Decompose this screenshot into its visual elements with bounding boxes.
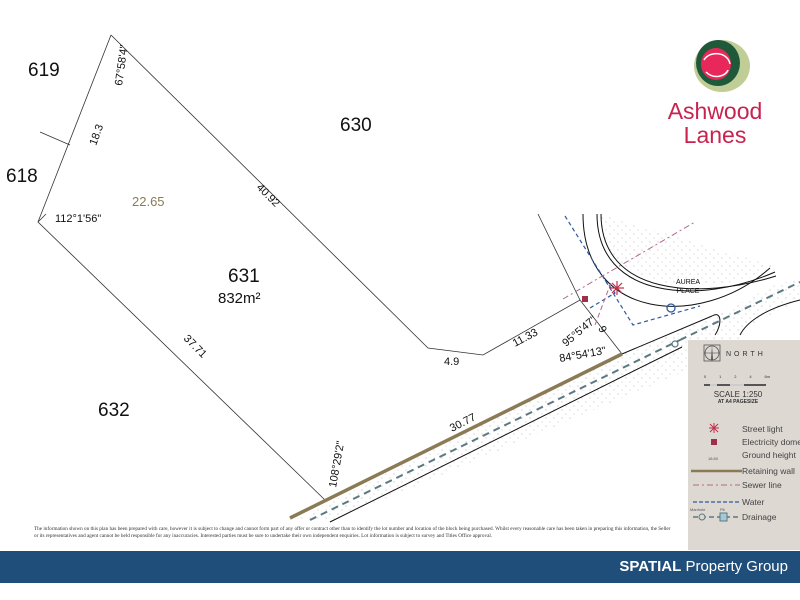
legend-drainage: Drainage: [742, 512, 777, 522]
legend-electricity-dome: Electricity dome: [742, 437, 800, 447]
legend-symbols: 18.60 Manhole Pit: [690, 423, 742, 522]
footer-brand-rest: Property Group: [681, 558, 788, 575]
disclaimer-text: The information shown on this plan has b…: [34, 526, 671, 539]
water-line: [564, 215, 701, 326]
dim-side-top: 40.92: [254, 182, 282, 210]
dim-angle-108: 108°29'2": [327, 440, 347, 489]
lot-632-label: 632: [98, 400, 130, 421]
footer-brand: SPATIAL Property Group: [619, 558, 788, 575]
scale-label: SCALE 1:250: [713, 390, 763, 399]
scale-tick: 1: [719, 374, 722, 379]
dim-side-left: 18.3: [88, 123, 107, 147]
dim-side-4-9: 4.9: [444, 356, 459, 368]
footer-brand-bold: SPATIAL: [619, 558, 682, 575]
footer-bar: SPATIAL Property Group: [0, 551, 800, 583]
electricity-dome-icon: [711, 439, 717, 445]
manhole-icon: [698, 513, 706, 521]
street-light-icon: [709, 423, 719, 433]
legend-street-light: Street light: [742, 424, 783, 434]
sewer-branch: [594, 279, 613, 326]
boundary-618-619: [39, 131, 71, 146]
pit-icon: [719, 512, 728, 522]
boundary-618-632: [37, 213, 47, 223]
street-name-line1: AUREA: [676, 279, 700, 286]
lot-619-label: 619: [28, 60, 60, 81]
scale-bar: [704, 384, 766, 386]
scale-tick: 0: [704, 374, 707, 379]
legend-ground-height: Ground height: [742, 450, 796, 460]
pit-label: Pit: [720, 507, 726, 512]
road: [295, 213, 800, 523]
water-line-branch: [589, 279, 616, 309]
brand-name-line2: Lanes: [683, 122, 747, 148]
scale-ticks: 0 1 2 4 6m: [704, 374, 770, 379]
retaining-wall: [289, 352, 623, 520]
lot-631-boundary: [37, 34, 623, 519]
dim-side-11-33: 11.33: [511, 327, 540, 350]
scale-tick: 6m: [764, 374, 770, 379]
dim-angle-95: 95°5'47": [560, 314, 599, 350]
legend-sewer-line: Sewer line: [742, 480, 782, 490]
dim-angle-top: 67°58'4": [113, 44, 131, 86]
lot-630-label: 630: [340, 115, 372, 136]
ground-height-sample: 18.60: [708, 456, 719, 461]
boundary-630: [537, 213, 581, 301]
lot-area-label: 832m²: [218, 290, 261, 307]
north-label: NORTH: [726, 351, 766, 358]
sewer-line: [562, 221, 696, 300]
dim-angle-left: 112°1'56": [55, 213, 101, 225]
brand-name-line1: Ashwood: [667, 98, 763, 124]
lot-631-label: 631: [228, 266, 260, 287]
legend-retaining-wall: Retaining wall: [742, 466, 795, 476]
north-arrow-icon: [703, 344, 721, 362]
manhole-label: Manhole: [690, 507, 706, 512]
scale-note: AT A4 PAGESIZE: [717, 399, 759, 405]
rose-logo-icon: [694, 40, 750, 92]
manhole-icon: [666, 303, 676, 313]
dim-side-9: 9: [595, 324, 608, 335]
dim-side-bottom-left: 37.71: [181, 333, 209, 361]
scale-tick: 4: [749, 374, 752, 379]
lot-618-label: 618: [6, 166, 38, 187]
street-name-line2: PLACE: [677, 288, 700, 295]
scale-tick: 2: [734, 374, 737, 379]
street-light-icon: [610, 281, 624, 295]
legend-panel: NORTH 0 1 2 4 6m SCALE 1:250 AT A4 PAGESIZE …: [688, 340, 800, 550]
electricity-dome-icon: [582, 296, 588, 302]
legend-water: Water: [742, 497, 765, 507]
ground-height-label: 22.65: [132, 194, 165, 209]
ashwood-lanes-logo: Ashwood Lanes: [640, 30, 790, 150]
lot-boundaries: [37, 34, 623, 519]
